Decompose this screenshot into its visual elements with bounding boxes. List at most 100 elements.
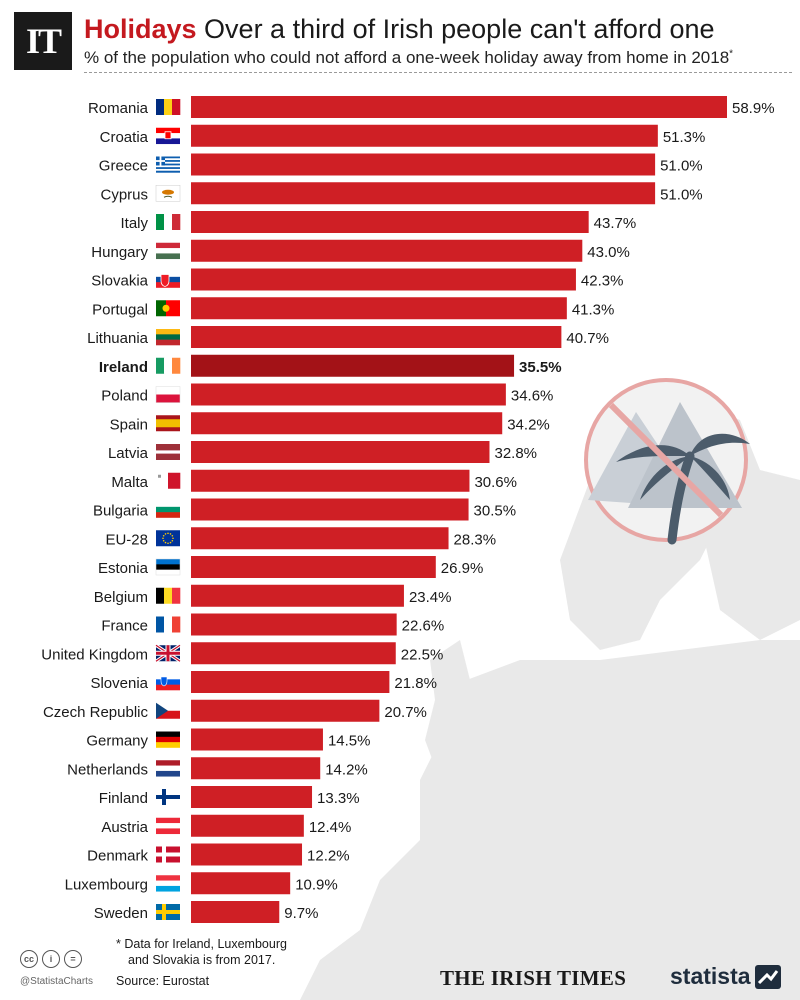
value-label: 10.9% (295, 876, 338, 893)
category-label: Finland (99, 790, 148, 807)
title-divider (84, 72, 792, 73)
page-title: Holidays Over a third of Irish people ca… (84, 14, 794, 45)
category-label: Portugal (92, 301, 148, 318)
bar (191, 786, 313, 808)
romania-flag-icon (156, 99, 181, 115)
value-label: 22.6% (402, 618, 445, 635)
statista-wordmark: statista (670, 963, 751, 989)
bar (191, 584, 404, 607)
bar (191, 901, 280, 923)
hungary-flag-icon (156, 242, 180, 260)
bar (191, 441, 490, 463)
category-label: France (101, 618, 148, 635)
category-label: Greece (99, 158, 148, 175)
value-label: 34.2% (507, 416, 550, 433)
bar (191, 699, 380, 722)
category-label: Spain (110, 416, 148, 433)
bar-row: Poland 34.6% (101, 383, 554, 406)
bar (191, 182, 656, 205)
category-label: Hungary (91, 244, 148, 261)
bar-row: Hungary 43.0% (91, 239, 630, 262)
title-rest: Over a third of Irish people can't affor… (196, 14, 715, 44)
footnote: * Data for Ireland, Luxembourg and Slova… (116, 936, 376, 968)
value-label: 28.3% (454, 531, 497, 548)
value-label: 42.3% (581, 273, 624, 290)
category-label: Estonia (98, 560, 149, 577)
value-label: 14.2% (325, 761, 368, 778)
bar (191, 412, 503, 435)
value-label: 34.6% (511, 388, 554, 405)
bar-row: EU-28 28.3% (105, 527, 497, 550)
category-label: EU-28 (105, 531, 148, 548)
bar-row: Sweden 9.7% (94, 901, 318, 923)
sweden-flag-icon (156, 904, 180, 920)
belgium-flag-icon (156, 587, 181, 604)
bar-row: Austria 12.4% (101, 814, 351, 837)
bar-row: Romania 58.9% (88, 96, 775, 118)
bar (191, 383, 506, 406)
category-label: Sweden (94, 905, 148, 922)
croatia-flag-icon (156, 127, 180, 145)
bar-row: Lithuania 40.7% (87, 326, 609, 348)
palm-tree-prohibited-icon (584, 378, 750, 545)
irish-times-wordmark[interactable]: THE IRISH TIMES (440, 966, 627, 990)
ireland-flag-icon (156, 357, 181, 374)
cyprus-flag-icon (155, 185, 181, 202)
category-label: United Kingdom (41, 646, 148, 663)
latvia-flag-icon (156, 444, 180, 460)
italy-flag-icon (156, 214, 181, 230)
statista-logo[interactable]: statista (670, 963, 781, 990)
creative-commons-icon[interactable]: cc (20, 950, 38, 968)
value-label: 20.7% (384, 704, 427, 721)
bar (191, 469, 470, 492)
eu-flag-icon (156, 530, 180, 547)
bar (191, 297, 567, 320)
value-label: 51.0% (660, 186, 703, 203)
category-label: Croatia (100, 129, 149, 146)
bar (191, 613, 397, 636)
united-kingdom-flag-icon (155, 643, 181, 663)
bar (191, 239, 583, 262)
bar (191, 527, 449, 550)
bar-row: Latvia 32.8% (108, 441, 537, 463)
value-label: 43.7% (594, 215, 637, 232)
subtitle-text: % of the population who could not afford… (84, 48, 730, 67)
estonia-flag-icon (155, 558, 181, 576)
value-label: 30.5% (474, 503, 517, 520)
bar-row: Czech Republic 20.7% (43, 699, 427, 722)
finland-flag-icon (156, 789, 180, 805)
bar (191, 814, 304, 837)
bar-row: Portugal 41.3% (92, 297, 614, 320)
category-label: Malta (111, 474, 148, 491)
value-label: 22.5% (401, 646, 444, 663)
bar-row: Ireland 35.5% (99, 354, 562, 377)
bar (191, 872, 291, 895)
france-flag-icon (156, 616, 181, 633)
bar-row: Slovakia 42.3% (91, 268, 624, 291)
malta-flag-icon (156, 472, 181, 489)
bar (191, 671, 390, 693)
bar (191, 354, 515, 377)
bar-row: Germany 14.5% (86, 728, 370, 751)
license-icons: cc i = (20, 950, 82, 968)
bar-row: United Kingdom 22.5% (41, 642, 444, 665)
category-label: Luxembourg (65, 876, 148, 893)
value-label: 51.0% (660, 158, 703, 175)
bar (191, 153, 656, 176)
bulgaria-flag-icon (156, 501, 180, 518)
category-label: Belgium (94, 589, 148, 606)
category-label: Netherlands (67, 761, 148, 778)
no-derivatives-icon[interactable]: = (64, 950, 82, 968)
bar-chart: Romania 58.9%Croatia 51.3%Greece 51.0%Cypru… (41, 96, 775, 923)
category-label: Lithuania (87, 330, 149, 347)
category-label: Denmark (87, 848, 148, 865)
value-label: 35.5% (519, 359, 562, 376)
category-label: Italy (120, 215, 148, 232)
attribution-icon[interactable]: i (42, 950, 60, 968)
value-label: 32.8% (494, 445, 537, 462)
statista-handle[interactable]: @StatistaCharts (20, 976, 93, 987)
title-lead: Holidays (84, 14, 197, 44)
category-label: Slovakia (91, 273, 148, 290)
value-label: 13.3% (317, 790, 360, 807)
spain-flag-icon (156, 415, 180, 432)
